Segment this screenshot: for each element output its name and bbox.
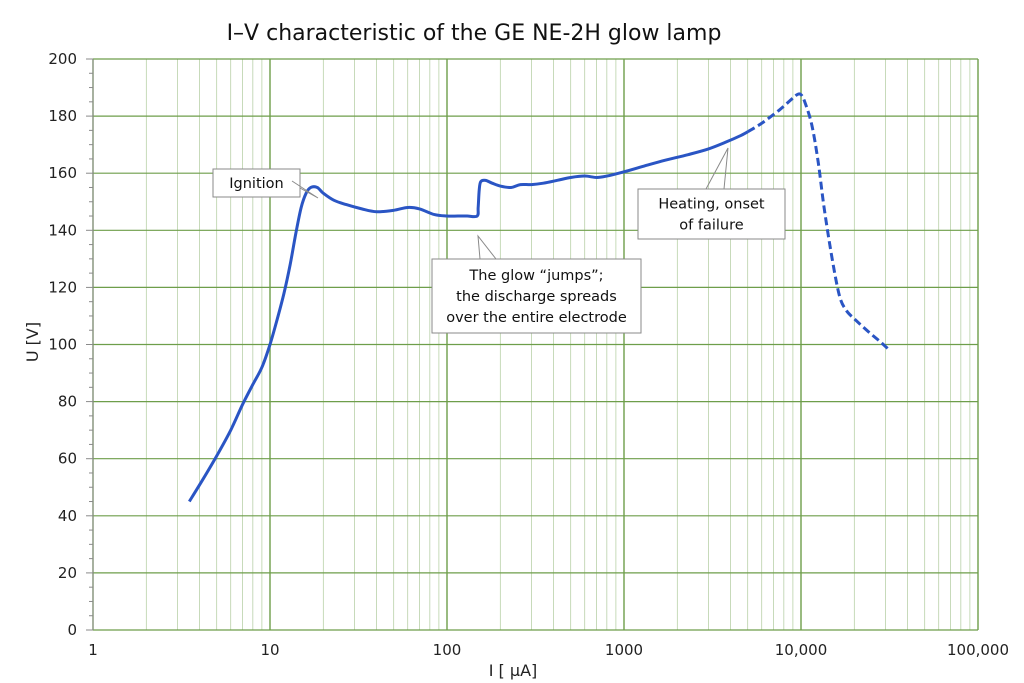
grid	[86, 58, 979, 631]
x-tick-label: 10,000	[775, 641, 828, 659]
annotation-text: of failure	[679, 218, 743, 234]
y-tick-label: 0	[67, 621, 77, 639]
y-tick-label: 180	[48, 107, 77, 125]
x-tick-label: 100,000	[947, 641, 1009, 659]
x-tick-label: 1	[88, 641, 98, 659]
x-tick-label: 10	[260, 641, 279, 659]
series-group	[188, 92, 889, 503]
annotation-box	[431, 258, 642, 334]
annotation-pointer	[705, 147, 729, 190]
annotation-text: the discharge spreads	[456, 289, 617, 305]
y-tick-label: 20	[58, 564, 77, 582]
x-tick-label: 100	[433, 641, 462, 659]
annotation-text: Heating, onset	[658, 197, 765, 213]
annotation-box	[637, 188, 786, 240]
annotation-text: The glow “jumps”;	[468, 268, 603, 284]
chart-title: I–V characteristic of the GE NE-2H glow …	[227, 21, 722, 46]
annotation-pointer	[477, 234, 497, 260]
y-tick-label: 40	[58, 507, 77, 525]
y-tick-label: 120	[48, 278, 77, 296]
annotation-callout: Ignition	[212, 168, 319, 199]
series-line-dashed	[746, 92, 889, 350]
y-axis-label: U [V]	[23, 322, 42, 362]
annotations: Ignition The glow “jumps”; the discharge s…	[212, 147, 786, 334]
series-line-solid	[188, 130, 749, 503]
x-axis-label: I [ µA]	[489, 661, 538, 680]
annotation-box	[212, 168, 301, 198]
tick-labels: 0 20 40 60 80 100 120 140 160 180 200 1 10 100 1000 10,…	[48, 50, 1009, 659]
x-tick-label: 1000	[605, 641, 643, 659]
annotation-pointer	[291, 180, 319, 199]
y-tick-label: 140	[48, 221, 77, 239]
y-tick-label: 160	[48, 164, 77, 182]
y-tick-label: 80	[58, 393, 77, 411]
annotation-callout: The glow “jumps”; the discharge spreads ov…	[431, 234, 642, 334]
annotation-callout: Heating, onset of failure	[637, 147, 786, 240]
y-tick-label: 100	[48, 336, 77, 354]
annotation-text: Ignition	[229, 176, 283, 192]
annotation-text: over the entire electrode	[446, 310, 627, 326]
y-tick-label: 60	[58, 450, 77, 468]
y-tick-label: 200	[48, 50, 77, 68]
